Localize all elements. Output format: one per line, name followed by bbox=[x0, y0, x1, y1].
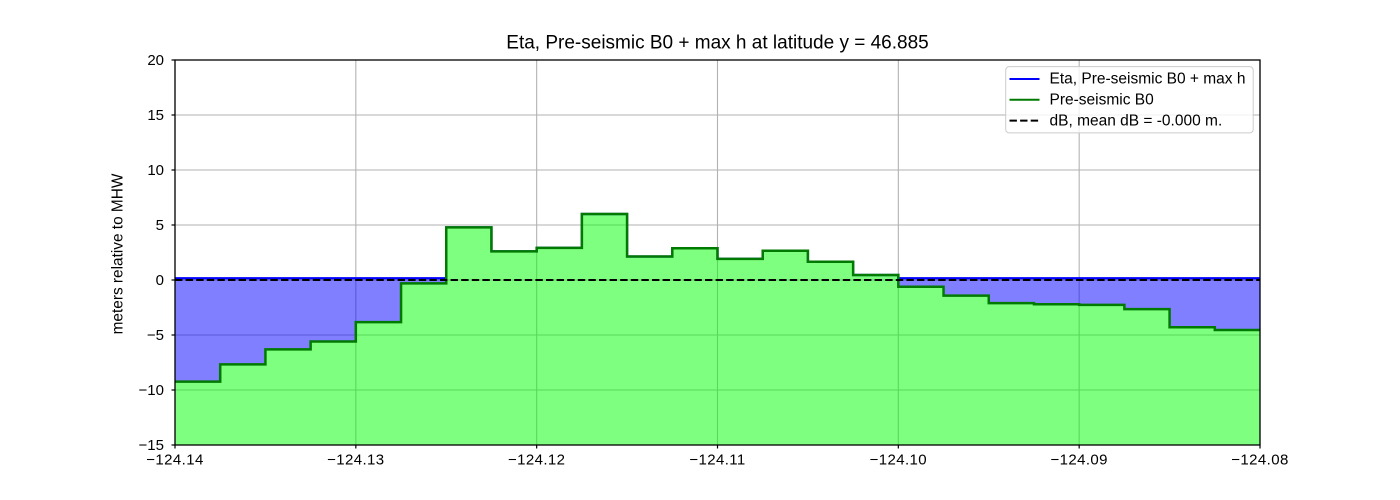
svg-text:20: 20 bbox=[147, 52, 164, 69]
svg-text:Eta, Pre-seismic B0 + max h at: Eta, Pre-seismic B0 + max h at latitude … bbox=[506, 33, 928, 54]
svg-text:−124.13: −124.13 bbox=[327, 452, 384, 469]
svg-text:−124.11: −124.11 bbox=[689, 452, 745, 469]
svg-text:−124.10: −124.10 bbox=[870, 452, 927, 469]
svg-text:−5: −5 bbox=[147, 327, 164, 344]
svg-text:dB, mean dB = -0.000 m.: dB, mean dB = -0.000 m. bbox=[1050, 112, 1223, 129]
svg-text:5: 5 bbox=[156, 217, 164, 234]
svg-text:−15: −15 bbox=[139, 437, 164, 454]
svg-text:10: 10 bbox=[147, 162, 164, 179]
svg-text:Pre-seismic B0: Pre-seismic B0 bbox=[1050, 91, 1155, 108]
svg-text:−124.14: −124.14 bbox=[146, 452, 203, 469]
svg-text:15: 15 bbox=[147, 107, 164, 124]
svg-text:−124.12: −124.12 bbox=[508, 452, 565, 469]
svg-text:Eta, Pre-seismic B0 + max h: Eta, Pre-seismic B0 + max h bbox=[1050, 71, 1246, 88]
svg-text:meters relative to MHW: meters relative to MHW bbox=[109, 173, 126, 334]
svg-text:−10: −10 bbox=[139, 382, 164, 399]
svg-text:−124.08: −124.08 bbox=[1231, 452, 1288, 469]
svg-text:0: 0 bbox=[156, 272, 164, 289]
svg-text:−124.09: −124.09 bbox=[1050, 452, 1107, 469]
